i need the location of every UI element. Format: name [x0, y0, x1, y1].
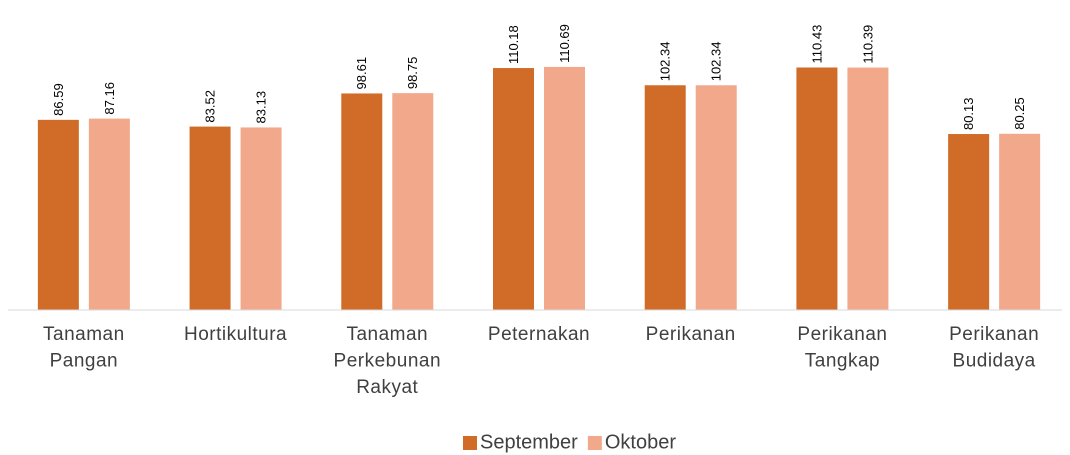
value-label: 110.43	[809, 25, 824, 64]
bar	[189, 126, 231, 310]
bar	[392, 93, 434, 311]
bar	[847, 67, 889, 310]
bar	[240, 127, 282, 310]
value-label: 98.75	[405, 57, 420, 90]
x-tick-label: Tanaman Perkebunan Rakyat	[334, 324, 441, 398]
value-label: 80.25	[1012, 97, 1027, 130]
value-label: 80.13	[961, 97, 976, 130]
value-label: 110.39	[860, 25, 875, 64]
value-label: 102.34	[658, 41, 673, 81]
x-tick-label: Peternakan	[488, 324, 590, 345]
legend-swatch	[587, 436, 602, 450]
bar	[37, 119, 79, 310]
bar	[948, 134, 990, 310]
value-label: 110.18	[506, 25, 521, 64]
value-label: 102.34	[709, 41, 724, 81]
value-label: 86.59	[51, 83, 66, 116]
bar	[88, 118, 130, 310]
x-tick-label: Hortikultura	[184, 324, 287, 345]
bar	[544, 66, 585, 310]
bar	[796, 67, 838, 310]
x-tick-label: Tanaman Pangan	[43, 324, 125, 372]
x-tick-label: Perikanan Budidaya	[949, 324, 1039, 372]
bar	[695, 85, 737, 311]
value-label: 98.61	[354, 57, 369, 90]
bar	[644, 85, 686, 311]
value-label: 83.13	[254, 91, 269, 124]
legend-swatch	[463, 436, 477, 450]
x-tick-label: Perikanan Tangkap	[797, 324, 887, 372]
bar	[999, 133, 1041, 310]
bar	[341, 93, 383, 310]
bar	[493, 68, 534, 310]
value-label: 87.16	[102, 82, 117, 115]
x-tick-label: Perikanan	[646, 324, 736, 345]
value-label: 110.69	[557, 24, 572, 63]
value-label: 83.52	[203, 90, 218, 123]
legend-label: Oktober	[605, 431, 676, 453]
legend-label: September	[480, 431, 578, 453]
